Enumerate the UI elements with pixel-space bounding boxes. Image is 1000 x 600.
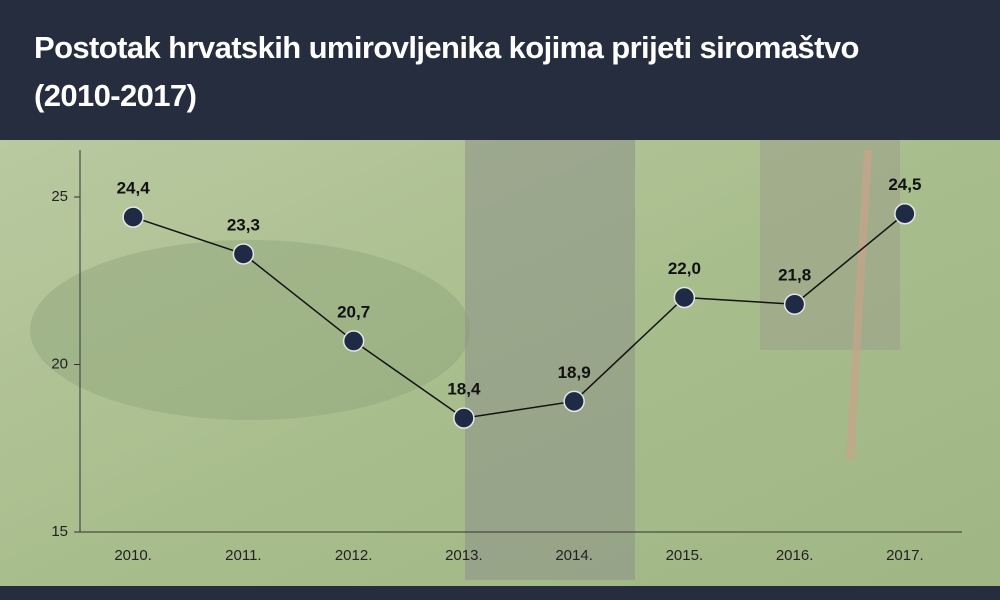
data-point: [894, 203, 916, 225]
figure: [465, 140, 635, 580]
x-tick-label: 2010.: [114, 547, 152, 564]
header: [0, 0, 1000, 140]
figure: [760, 140, 900, 350]
y-tick-label: 20: [51, 355, 68, 372]
series-line: [132, 213, 906, 419]
data-label: 24,5: [888, 175, 921, 194]
footer-bar: [0, 586, 1000, 600]
data-point: [453, 407, 475, 429]
chart-title: Postotak hrvatskih umirovljenika kojima …: [34, 30, 859, 113]
data-label: 24,4: [117, 179, 151, 198]
x-tick-label: 2017.: [886, 547, 924, 564]
plot: 15 20 25 2010. 2011. 2012. 2013. 2014. 2015. 2016…: [51, 150, 962, 564]
data-point: [563, 390, 585, 413]
data-label: 18,4: [447, 380, 481, 399]
data-point: [783, 293, 806, 315]
shadow: [30, 240, 470, 420]
x-tick-label: 2013.: [445, 547, 483, 564]
data-label: 20,7: [337, 303, 370, 322]
x-tick-label: 2012.: [335, 547, 373, 564]
data-point: [342, 330, 365, 352]
data-point: [122, 206, 144, 228]
data-point: [673, 286, 696, 309]
y-tick-label: 15: [51, 523, 68, 540]
x-tick-label: 2014.: [555, 547, 593, 564]
data-point: [232, 243, 255, 265]
data-label: 21,8: [778, 266, 811, 285]
y-tick-label: 25: [51, 188, 68, 205]
x-tick-label: 2011.: [225, 547, 261, 564]
data-label: 18,9: [558, 363, 591, 382]
x-tick-label: 2015.: [666, 547, 704, 564]
data-label: 22,0: [668, 259, 701, 278]
cane: [846, 149, 872, 461]
x-tick-label: 2016.: [776, 547, 814, 564]
data-label: 23,3: [227, 215, 260, 234]
